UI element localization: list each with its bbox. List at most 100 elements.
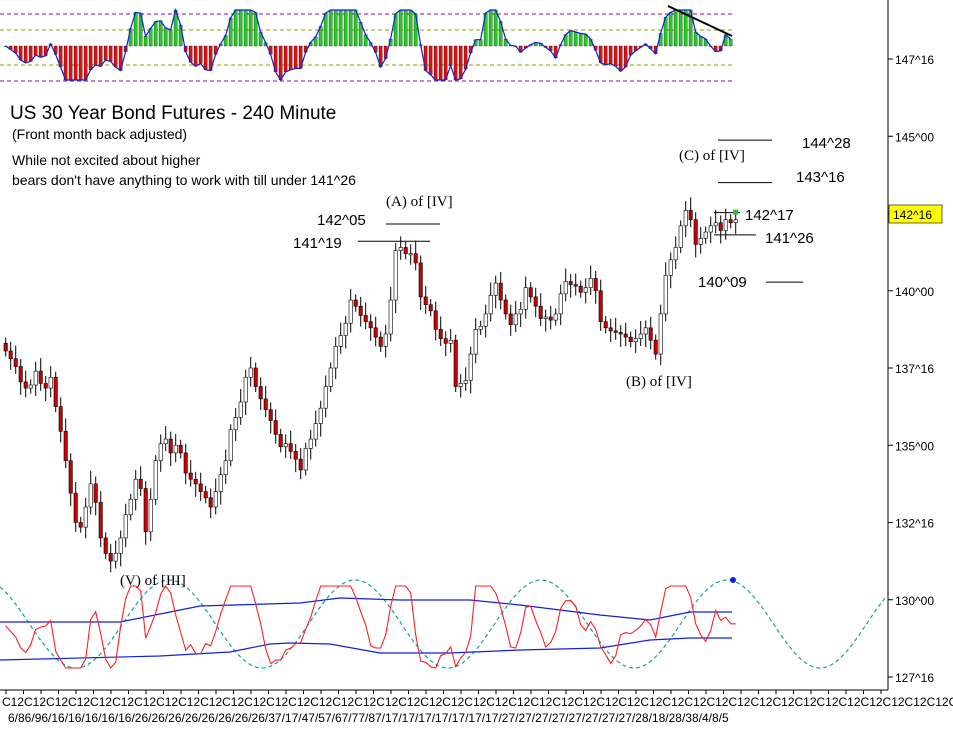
candle-down — [568, 281, 573, 285]
candle-down — [618, 332, 623, 335]
candle-up — [463, 380, 468, 384]
candle-up — [398, 247, 403, 251]
oscillator-lower-band — [0, 637, 732, 661]
histogram-bar-up — [158, 20, 163, 47]
histogram-bar-down — [103, 45, 108, 61]
candle-down — [183, 452, 188, 474]
candle-down — [363, 315, 368, 322]
histogram-bar-down — [603, 45, 608, 66]
chart-title: US 30 Year Bond Futures - 240 Minute — [10, 103, 336, 124]
candle-down — [43, 383, 48, 389]
candle-down — [73, 492, 78, 523]
candle-up — [513, 313, 518, 326]
candle-up — [523, 287, 528, 310]
candle-up — [458, 383, 463, 387]
candle-up — [388, 299, 393, 335]
candle-down — [288, 443, 293, 452]
histogram-bar-down — [198, 45, 203, 64]
price-panel — [3, 197, 738, 573]
level-label-142-17: 142^17 — [745, 207, 794, 224]
histogram-bar-down — [33, 45, 38, 56]
candle-down — [203, 491, 208, 499]
candle-down — [443, 338, 448, 344]
histogram-bar-up — [488, 9, 493, 47]
candle-down — [453, 339, 458, 387]
histogram-bar-up — [668, 12, 673, 47]
histogram-bar-up — [248, 9, 253, 47]
candle-down — [498, 282, 503, 301]
histogram-bar-down — [448, 45, 453, 66]
candle-up — [553, 313, 558, 321]
histogram-bar-down — [613, 45, 618, 67]
candle-up — [588, 278, 593, 288]
level-label-142-05: 142^05 — [317, 212, 366, 229]
candle-up — [328, 367, 333, 387]
histogram-bar-up — [678, 9, 683, 47]
candle-down — [578, 285, 583, 293]
dominant-cycle-line — [0, 579, 886, 669]
histogram-bar-down — [293, 45, 298, 69]
wave-label-b: (B) of [IV] — [626, 374, 692, 390]
candle-up — [88, 483, 93, 508]
level-label-141-26: 141^26 — [765, 230, 814, 247]
histogram-bar-down — [283, 45, 288, 73]
candle-down — [178, 444, 183, 454]
candle-up — [228, 429, 233, 461]
candle-down — [358, 305, 363, 316]
candle-up — [318, 407, 323, 424]
candle-up — [243, 376, 248, 403]
candle-up — [563, 281, 568, 295]
candle-down — [538, 305, 543, 319]
candle-down — [38, 370, 43, 384]
level-label-141-19: 141^19 — [293, 235, 342, 252]
histogram-bar-down — [88, 45, 93, 70]
candle-up — [33, 370, 38, 386]
histogram-bar-down — [288, 45, 293, 70]
histogram-bar-up — [408, 9, 413, 47]
histogram-bar-up — [698, 36, 703, 47]
candle-up — [238, 401, 243, 418]
candle-up — [133, 478, 138, 500]
candle-up — [213, 491, 218, 508]
wave-label-c: (C) of [IV] — [679, 148, 745, 164]
histogram-bar-down — [453, 45, 458, 81]
candle-down — [78, 522, 83, 528]
momentum-histogram-panel — [0, 5, 733, 82]
candle-down — [268, 409, 273, 421]
price-tick-label: 127^16 — [895, 671, 934, 685]
candle-down — [293, 451, 298, 460]
candle-down — [378, 336, 383, 347]
candle-down — [528, 287, 533, 298]
candle-up — [708, 225, 713, 233]
candle-up — [393, 250, 398, 301]
histogram-bar-up — [163, 27, 168, 47]
candle-up — [683, 210, 688, 227]
candle-down — [143, 488, 148, 533]
histogram-bar-up — [728, 38, 733, 47]
candle-up — [468, 353, 473, 381]
candle-up — [633, 338, 638, 343]
candle-up — [113, 553, 118, 562]
candle-up — [698, 237, 703, 245]
histogram-bar-down — [193, 45, 198, 67]
current-price-label: 142^16 — [893, 208, 932, 222]
candle-down — [8, 350, 13, 360]
histogram-bar-up — [353, 9, 358, 47]
candle-down — [263, 398, 268, 411]
histogram-bar-down — [73, 45, 78, 81]
histogram-bar-down — [278, 45, 283, 81]
histogram-bar-up — [493, 9, 498, 47]
candle-up — [678, 225, 683, 248]
candle-up — [518, 308, 523, 315]
candle-up — [223, 460, 228, 475]
price-tick-label: 135^00 — [895, 439, 934, 453]
price-tick-label: 145^00 — [895, 130, 934, 144]
candle-up — [333, 346, 338, 369]
candle-down — [98, 502, 103, 539]
histogram-bar-down — [38, 45, 43, 58]
histogram-bar-down — [428, 45, 433, 75]
candle-up — [558, 293, 563, 315]
chart-subtitle: (Front month back adjusted) — [12, 126, 187, 142]
candle-down — [598, 290, 603, 322]
